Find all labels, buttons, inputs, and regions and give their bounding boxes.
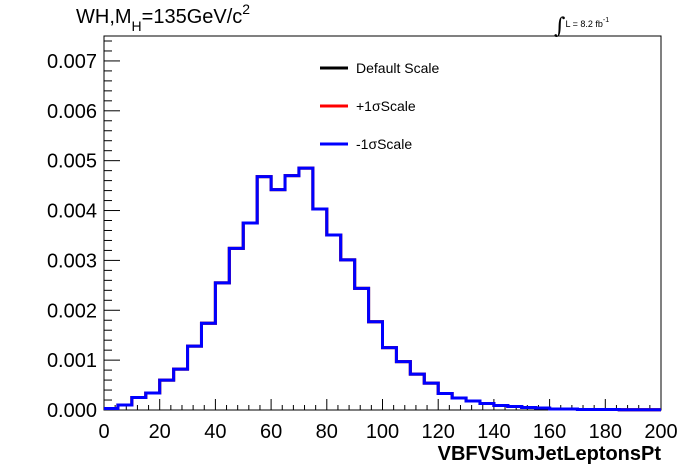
x-tick-label: 80 — [316, 421, 338, 443]
x-tick-label: 0 — [98, 421, 109, 443]
luminosity-label: ∫L = 8.2 fb-1 — [554, 8, 610, 39]
series-line — [104, 166, 661, 412]
title-rest: =135GeV/c — [141, 6, 243, 28]
title-main: WH,M — [76, 6, 132, 28]
axis-ticks: 0 20 40 60 80 100 120 140 160 180 200 0.000 0.001 0.0… — [47, 40, 678, 443]
y-tick-label: 0.006 — [47, 101, 97, 123]
x-axis-label: VBFVSumJetLeptonsPt — [438, 443, 662, 465]
x-tick-label: 140 — [477, 421, 510, 443]
x-tick-label: 60 — [260, 421, 282, 443]
y-tick-label: 0.007 — [47, 51, 97, 73]
y-tick-label: 0.001 — [47, 350, 97, 372]
series-line — [104, 166, 661, 412]
legend-entry-label: -1σScale — [356, 136, 412, 152]
title-superscript: 2 — [242, 1, 251, 17]
legend-entry-label: Default Scale — [356, 60, 439, 76]
y-tick-label: 0.003 — [47, 250, 97, 272]
title-subscript: H — [131, 18, 142, 34]
legend-entry-label: +1σScale — [356, 98, 416, 114]
x-tick-label: 100 — [366, 421, 399, 443]
x-tick-label: 180 — [589, 421, 622, 443]
x-tick-label: 20 — [149, 421, 171, 443]
x-tick-label: 200 — [644, 421, 677, 443]
plot-header-title: WH,MH=135GeV/c2 — [76, 1, 250, 34]
y-tick-label: 0.004 — [47, 201, 97, 223]
x-tick-label: 40 — [204, 421, 226, 443]
x-tick-label: 160 — [533, 421, 566, 443]
series-line — [104, 166, 661, 412]
x-tick-label: 120 — [422, 421, 455, 443]
luminosity-text: L = 8.2 fb — [565, 19, 603, 29]
integral-symbol: ∫ — [554, 14, 566, 39]
legend: Default Scale +1σScale -1σScale — [320, 60, 439, 152]
series-layer — [104, 166, 661, 412]
luminosity-superscript: -1 — [602, 17, 610, 24]
y-tick-label: 0.000 — [47, 400, 97, 422]
y-tick-label: 0.005 — [47, 151, 97, 173]
y-tick-label: 0.002 — [47, 300, 97, 322]
